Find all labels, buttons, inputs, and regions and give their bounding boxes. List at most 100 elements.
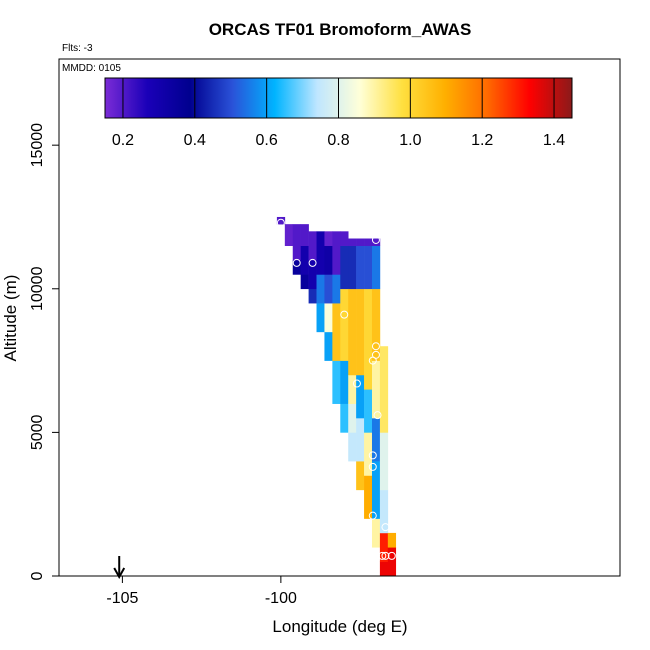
x-axis-label: Longitude (deg E) bbox=[272, 617, 407, 636]
heatmap-cell bbox=[356, 374, 365, 419]
heatmap-cell bbox=[371, 238, 381, 246]
sample-point bbox=[381, 523, 390, 532]
heatmap-cell bbox=[300, 224, 309, 246]
sample-point bbox=[276, 218, 285, 227]
sample-point bbox=[368, 451, 377, 460]
x-tick-label: -105 bbox=[106, 590, 138, 607]
colorbar-tick-label: 0.4 bbox=[184, 132, 206, 149]
x-tick-label: -100 bbox=[265, 590, 297, 607]
heatmap-cell bbox=[379, 489, 389, 534]
colorbar-ticks: 0.2 0.4 0.6 0.8 1.0 1.2 1.4 bbox=[112, 78, 565, 149]
heatmap-cell bbox=[356, 245, 365, 290]
y-axis-label: Altitude (m) bbox=[1, 275, 20, 362]
heatmap-cell bbox=[332, 360, 341, 404]
heatmap-cell bbox=[348, 245, 357, 290]
heatmap-cell bbox=[356, 418, 365, 462]
sample-point bbox=[292, 258, 301, 267]
heatmap-cell bbox=[371, 518, 381, 548]
heatmap-cell bbox=[356, 238, 365, 246]
heatmap-cell bbox=[379, 346, 389, 433]
heatmap-cell bbox=[340, 403, 349, 433]
y-tick-label: 0 bbox=[29, 571, 46, 580]
arrow-head bbox=[113, 567, 126, 580]
colorbar-tick-label: 0.6 bbox=[256, 132, 278, 149]
heatmap-cell bbox=[300, 245, 309, 275]
heatmap-cell bbox=[379, 532, 389, 562]
heatmap-cell bbox=[387, 547, 397, 577]
x-axis: -105 -100 bbox=[106, 576, 297, 607]
y-tick-label: 5000 bbox=[29, 414, 46, 450]
heatmap-cell bbox=[276, 216, 286, 225]
heatmap-cell bbox=[371, 461, 381, 519]
heatmap-cell bbox=[371, 245, 381, 290]
sample-point bbox=[387, 551, 396, 560]
heatmap-cell bbox=[364, 389, 373, 433]
heatmap-cell bbox=[292, 260, 301, 275]
heatmap-cell bbox=[324, 331, 333, 361]
sample-point bbox=[371, 554, 380, 563]
heatmap-cell bbox=[332, 274, 341, 304]
sample-point bbox=[308, 258, 317, 267]
heatmap-cell bbox=[316, 274, 325, 304]
y-tick-label: 10000 bbox=[29, 266, 46, 311]
heatmap-cell bbox=[356, 288, 365, 376]
sample-markers bbox=[276, 218, 396, 563]
heatmap-cell bbox=[387, 532, 397, 548]
colorbar-tick-label: 1.2 bbox=[471, 132, 493, 149]
sample-point bbox=[371, 342, 380, 351]
heatmap-cell bbox=[348, 374, 357, 404]
heatmap-cell bbox=[348, 288, 357, 376]
heatmap-cell bbox=[379, 432, 389, 491]
sample-point bbox=[373, 411, 382, 420]
sample-point bbox=[368, 511, 377, 520]
heatmap-cell bbox=[348, 238, 357, 246]
sample-point bbox=[368, 356, 377, 365]
colorbar-tick-label: 1.4 bbox=[543, 132, 565, 149]
flights-label: Flts: -3 bbox=[62, 43, 93, 54]
heatmap-cell bbox=[364, 475, 373, 519]
sample-point bbox=[352, 379, 361, 388]
heatmap-cell bbox=[340, 231, 349, 246]
heatmap-cell bbox=[324, 274, 333, 304]
heatmap-cell bbox=[371, 418, 381, 462]
heatmap-cell bbox=[316, 231, 325, 275]
chart-title: ORCAS TF01 Bromoform_AWAS bbox=[209, 20, 472, 39]
sample-point bbox=[381, 551, 390, 560]
heatmap-cell bbox=[364, 238, 373, 246]
heatmap-cell bbox=[324, 303, 333, 333]
colorbar-tick-label: 1.0 bbox=[399, 132, 421, 149]
heatmap-cell bbox=[364, 245, 373, 290]
colorbar-tick-label: 0.2 bbox=[112, 132, 134, 149]
colorbar: 0.2 0.4 0.6 0.8 1.0 1.2 1.4 bbox=[104, 77, 573, 149]
sample-point bbox=[371, 235, 380, 244]
heatmap-cell bbox=[324, 245, 333, 275]
heatmap-cell bbox=[332, 303, 341, 361]
heatmap-cell bbox=[371, 360, 381, 419]
date-label: MMDD: 0105 bbox=[62, 63, 121, 74]
heatmap-cell bbox=[300, 274, 309, 290]
plot-frame bbox=[58, 58, 621, 577]
sample-point bbox=[371, 551, 380, 560]
sample-point bbox=[368, 462, 377, 471]
heatmap-cell bbox=[340, 245, 349, 290]
sample-point bbox=[340, 310, 349, 319]
heatmap-cells bbox=[276, 216, 397, 577]
heatmap-cell bbox=[308, 288, 317, 304]
heatmap-cell bbox=[371, 288, 381, 361]
heatmap-cell bbox=[364, 432, 373, 476]
heatmap-cell bbox=[324, 231, 333, 246]
heatmap-cell bbox=[348, 432, 357, 462]
heatmap-cell bbox=[292, 224, 301, 261]
heatmap-cell bbox=[340, 360, 349, 404]
arrow-marker bbox=[113, 556, 126, 580]
heatmap-cell bbox=[348, 403, 357, 433]
heatmap-cell bbox=[308, 231, 317, 261]
colorbar-tick-label: 0.8 bbox=[327, 132, 349, 149]
heatmap-cell bbox=[308, 260, 317, 290]
heatmap-cell bbox=[356, 461, 365, 491]
sample-point bbox=[378, 551, 387, 560]
heatmap-cell bbox=[316, 303, 325, 333]
y-axis: 0 5000 10000 15000 bbox=[29, 123, 59, 580]
heatmap-cell bbox=[340, 288, 349, 361]
